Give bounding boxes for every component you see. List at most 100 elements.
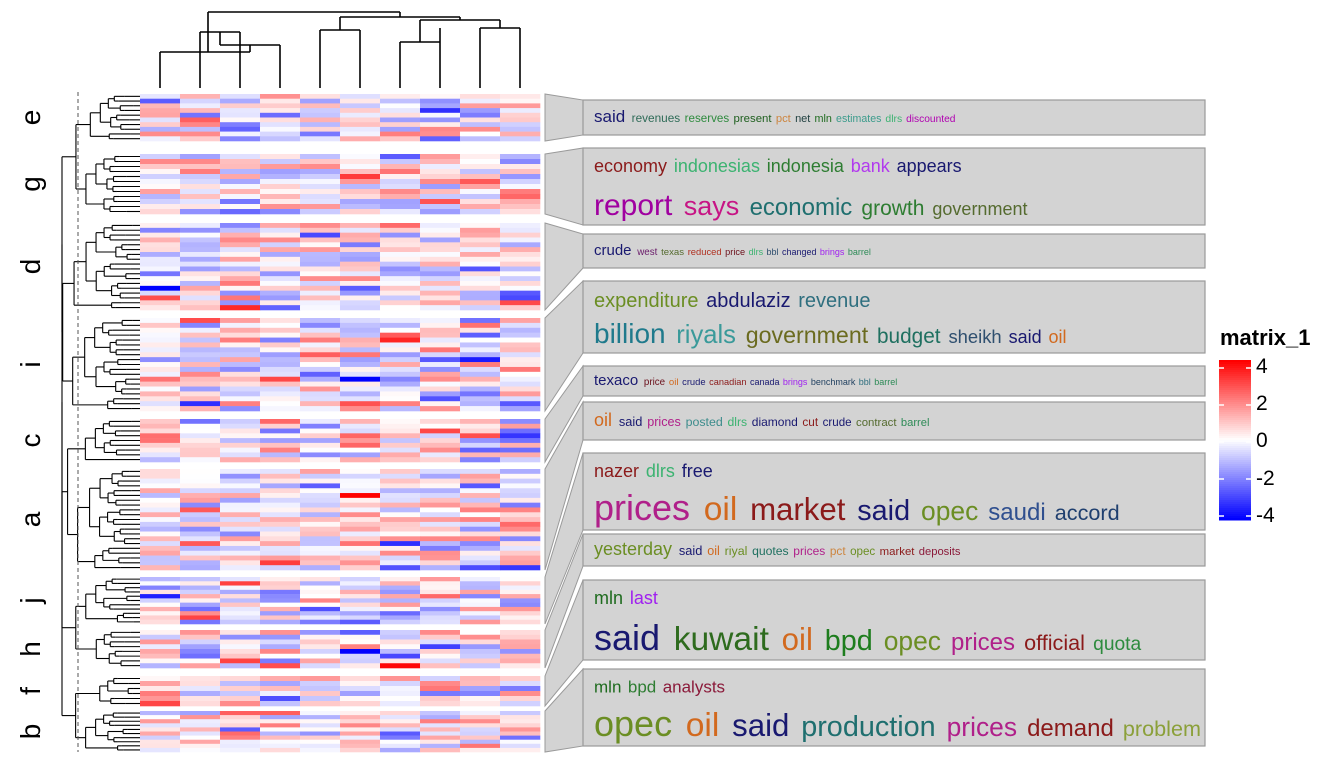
- legend-gradient-step: [1219, 390, 1251, 393]
- heatmap-cell: [460, 560, 501, 566]
- heatmap-cell: [140, 136, 181, 142]
- word-cloud-word: expenditure: [594, 290, 699, 312]
- heatmap-cell: [260, 649, 301, 655]
- heatmap-cell: [460, 611, 501, 616]
- heatmap-cell: [180, 406, 221, 412]
- heatmap-cell: [380, 261, 421, 267]
- heatmap-cell: [380, 318, 421, 324]
- heatmap-cell: [260, 691, 301, 697]
- heatmap-cell: [340, 94, 381, 99]
- heatmap-cell: [460, 577, 501, 582]
- heatmap-cell: [140, 117, 181, 123]
- heatmap-cell: [260, 396, 301, 402]
- heatmap-cell: [260, 276, 301, 282]
- heatmap-cell: [220, 545, 261, 552]
- heatmap-cell: [180, 204, 221, 210]
- heatmap-cell: [420, 433, 461, 439]
- heatmap-cell: [140, 577, 181, 582]
- heatmap-cell: [220, 164, 261, 170]
- heatmap-cell: [180, 545, 221, 552]
- heatmap-cell: [500, 735, 541, 740]
- heatmap-cell: [460, 615, 501, 621]
- heatmap-cell: [500, 483, 541, 489]
- heatmap-cell: [220, 419, 261, 425]
- heatmap-cell: [460, 634, 501, 640]
- legend-gradient-step: [1219, 510, 1251, 513]
- heatmap-cell: [180, 701, 221, 707]
- legend-tick-label: 0: [1256, 429, 1268, 452]
- heatmap-cell: [460, 371, 501, 378]
- heatmap-cell: [460, 242, 501, 248]
- heatmap-cell: [180, 428, 221, 434]
- heatmap-cell: [300, 98, 341, 104]
- word-cloud-word: accord: [1055, 500, 1120, 525]
- word-cloud-word: west: [636, 247, 657, 258]
- heatmap-cell: [180, 560, 221, 566]
- heatmap-cell: [500, 357, 541, 363]
- heatmap-cell: [140, 739, 181, 745]
- heatmap-cell: [300, 285, 341, 291]
- heatmap-cell: [500, 285, 541, 291]
- heatmap-cell: [180, 371, 221, 378]
- heatmap-cell: [180, 285, 221, 291]
- heatmap-cell: [340, 442, 381, 448]
- heatmap-cell: [260, 174, 301, 180]
- legend-gradient-step: [1219, 490, 1251, 493]
- heatmap-cell: [380, 560, 421, 566]
- heatmap-cell: [500, 555, 541, 561]
- heatmap-cell: [220, 531, 261, 537]
- heatmap-cell: [140, 545, 181, 552]
- legend-gradient-step: [1219, 360, 1251, 363]
- heatmap-cell: [140, 598, 181, 603]
- heatmap-cell: [140, 747, 181, 753]
- word-cloud-word: brings: [783, 377, 808, 387]
- heatmap-cell: [260, 739, 301, 745]
- heatmap-cell: [420, 184, 461, 190]
- heatmap-cell: [180, 423, 221, 429]
- heatmap-cell: [460, 743, 501, 749]
- heatmap-cell: [420, 497, 461, 503]
- heatmap-cell: [140, 164, 181, 170]
- word-cloud-word: barrel: [901, 417, 930, 429]
- heatmap-cell: [460, 606, 501, 612]
- heatmap-cell: [340, 653, 381, 659]
- heatmap-cell: [220, 649, 261, 655]
- word-cloud-word: market: [880, 546, 916, 558]
- word-cloud-word: dlrs: [728, 415, 748, 429]
- word-cloud-word: crude: [823, 416, 852, 429]
- heatmap-cell: [220, 391, 261, 397]
- heatmap-cell: [500, 318, 541, 324]
- heatmap-cell: [380, 686, 421, 692]
- heatmap-cell: [380, 663, 421, 669]
- heatmap-cell: [140, 602, 181, 608]
- heatmap-cell: [260, 154, 301, 160]
- heatmap-cell: [380, 581, 421, 586]
- heatmap-cell: [340, 715, 381, 720]
- heatmap-cell: [460, 433, 501, 439]
- heatmap-cell: [500, 300, 541, 306]
- heatmap-cell: [140, 589, 181, 595]
- legend-gradient-step: [1219, 430, 1251, 433]
- heatmap-cell: [220, 473, 261, 479]
- heatmap-cell: [180, 174, 221, 180]
- heatmap-cell: [300, 521, 341, 528]
- heatmap-cell: [140, 122, 181, 128]
- heatmap-cell: [260, 715, 301, 720]
- word-cloud-word: present: [734, 113, 773, 125]
- heatmap-cell: [300, 332, 341, 338]
- heatmap-cell: [500, 512, 541, 518]
- heatmap-cell: [180, 541, 221, 547]
- word-cloud-word: oil: [686, 707, 720, 744]
- word-cloud-word: said: [679, 543, 702, 558]
- legend-gradient-step: [1219, 386, 1251, 389]
- heatmap-cell: [380, 295, 421, 301]
- heatmap-cell: [180, 536, 221, 542]
- heatmap-cell: [420, 658, 461, 664]
- heatmap-cell: [300, 362, 341, 368]
- heatmap-cell: [340, 676, 381, 682]
- heatmap-cell: [380, 376, 421, 382]
- heatmap-cell: [220, 483, 261, 489]
- heatmap-cell: [380, 209, 421, 215]
- heatmap-cell: [420, 676, 461, 682]
- heatmap-cell: [260, 598, 301, 603]
